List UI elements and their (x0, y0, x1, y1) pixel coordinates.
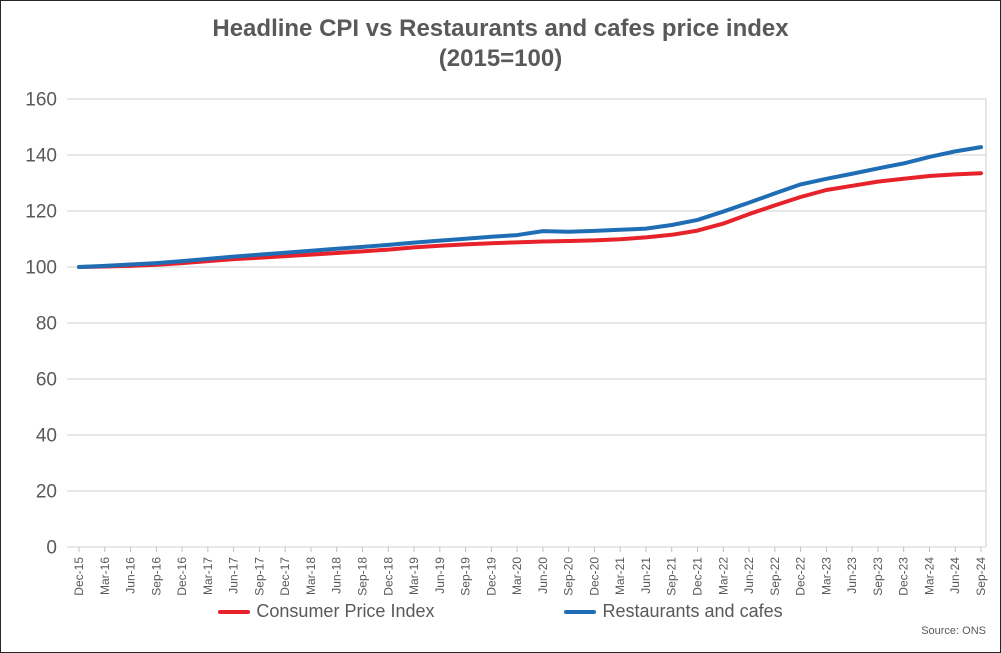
x-axis-label-Jun-17: Jun-17 (227, 557, 241, 594)
x-axis-label-Sep-24: Sep-24 (974, 557, 988, 596)
chart-title-line1: Headline CPI vs Restaurants and cafes pr… (212, 15, 789, 42)
y-axis-label-0: 0 (46, 538, 57, 559)
x-axis-label-Jun-21: Jun-21 (639, 557, 653, 594)
x-axis-label-Jun-22: Jun-22 (742, 557, 756, 594)
x-axis-label-Sep-16: Sep-16 (149, 557, 163, 596)
source-note: Source: ONS (921, 625, 986, 637)
x-axis-label-Mar-24: Mar-24 (922, 557, 936, 595)
x-axis-label-Sep-19: Sep-19 (459, 557, 473, 596)
x-axis-label-Dec-21: Dec-21 (691, 557, 705, 596)
x-axis-label-Sep-21: Sep-21 (665, 557, 679, 596)
x-axis-label-Jun-24: Jun-24 (948, 557, 962, 594)
restaurants-line-swatch (564, 609, 597, 614)
legend-label-restaurants: Restaurants and cafes (602, 601, 783, 621)
y-axis-label-20: 20 (36, 482, 57, 503)
x-axis-label-Dec-22: Dec-22 (794, 557, 808, 596)
x-axis-label-Mar-17: Mar-17 (201, 557, 215, 595)
y-axis-label-100: 100 (25, 258, 57, 279)
y-axis-label-160: 160 (25, 90, 57, 111)
series-line-consumer-price-index (77, 171, 983, 269)
x-axis-label-Dec-15: Dec-15 (72, 557, 86, 596)
x-axis-label-Dec-20: Dec-20 (587, 557, 601, 596)
legend-item-restaurants: Restaurants and cafes (564, 601, 783, 622)
x-axis-label-Sep-23: Sep-23 (871, 557, 885, 596)
x-axis-label-Dec-18: Dec-18 (381, 557, 395, 596)
series-line-restaurants-and-cafes (77, 145, 983, 269)
x-axis-label-Mar-18: Mar-18 (304, 557, 318, 595)
x-axis-label-Dec-23: Dec-23 (897, 557, 911, 596)
x-axis-label-Dec-19: Dec-19 (484, 557, 498, 596)
y-axis-label-80: 80 (36, 314, 57, 335)
x-axis-label-Jun-16: Jun-16 (124, 557, 138, 594)
chart-legend: Consumer Price Index Restaurants and caf… (1, 601, 1000, 622)
y-axis-label-120: 120 (25, 202, 57, 223)
x-axis-label-Sep-18: Sep-18 (355, 557, 369, 596)
x-axis-label-Jun-23: Jun-23 (845, 557, 859, 594)
x-axis-label-Mar-19: Mar-19 (407, 557, 421, 595)
x-axis-label-Sep-17: Sep-17 (252, 557, 266, 596)
y-axis-label-140: 140 (25, 146, 57, 167)
x-axis-label-Mar-16: Mar-16 (98, 557, 112, 595)
x-axis-label-Jun-20: Jun-20 (536, 557, 550, 594)
cpi-line-swatch (218, 609, 251, 614)
chart-title-line2: (2015=100) (438, 45, 563, 72)
x-axis-label-Dec-17: Dec-17 (278, 557, 292, 596)
legend-item-cpi: Consumer Price Index (218, 601, 434, 622)
x-axis-label-Jun-19: Jun-19 (433, 557, 447, 594)
x-axis-label-Mar-23: Mar-23 (819, 557, 833, 595)
x-axis-label-Dec-16: Dec-16 (175, 557, 189, 596)
x-axis-label-Sep-22: Sep-22 (768, 557, 782, 596)
x-axis-label-Sep-20: Sep-20 (562, 557, 576, 596)
y-axis-label-40: 40 (36, 426, 57, 447)
chart-title: Headline CPI vs Restaurants and cafes pr… (1, 14, 1000, 74)
x-axis-label-Jun-18: Jun-18 (330, 557, 344, 594)
x-axis-label-Mar-22: Mar-22 (716, 557, 730, 595)
legend-label-cpi: Consumer Price Index (256, 601, 435, 621)
x-axis-label-Mar-21: Mar-21 (613, 557, 627, 595)
x-axis-label-Mar-20: Mar-20 (510, 557, 524, 595)
y-axis-label-60: 60 (36, 370, 57, 391)
